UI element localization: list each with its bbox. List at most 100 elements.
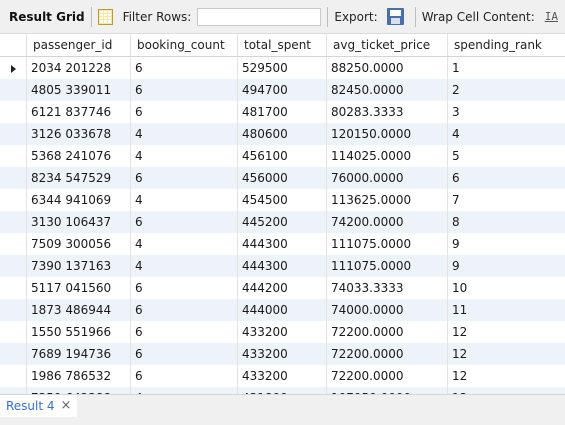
table-row[interactable]: 7359 6423884431800107950.000013	[0, 387, 565, 394]
cell-total-spent[interactable]: 444300	[238, 233, 327, 255]
cell-booking-count[interactable]: 6	[131, 79, 238, 101]
column-header-passenger-id[interactable]: passenger_id	[27, 34, 131, 56]
result-grid-button[interactable]: Result Grid	[9, 9, 85, 24]
filter-rows-input[interactable]	[197, 7, 322, 26]
table-row[interactable]: 8234 547529 6 456000 76000.0000 6	[0, 167, 565, 189]
result-grid[interactable]: passenger_id booking_count total_spent a…	[0, 34, 565, 394]
cell-booking-count[interactable]: 4	[131, 145, 238, 167]
cell-booking-count[interactable]: 6	[131, 101, 238, 123]
cell-passenger-id[interactable]: 7509 300056	[27, 233, 131, 255]
cell-booking-count[interactable]: 4	[131, 255, 238, 277]
cell-passenger-id[interactable]: 3130 106437	[27, 211, 131, 233]
cell-booking-count[interactable]: 4	[131, 189, 238, 211]
tab-result-4[interactable]: Result 4 ×	[0, 395, 78, 417]
table-row[interactable]: 6121 837746 6 481700 80283.3333 3	[0, 101, 565, 123]
table-row[interactable]: 7390 137163 4 444300 111075.0000 9	[0, 255, 565, 277]
cell-avg-ticket-price[interactable]: 107950.0000	[327, 387, 448, 394]
cell-spending-rank[interactable]: 5	[452, 149, 460, 163]
cell-booking-count[interactable]: 4	[131, 233, 238, 255]
cell-spending-rank[interactable]: 12	[452, 325, 468, 339]
row-marker[interactable]	[0, 299, 27, 321]
export-save-icon[interactable]	[386, 8, 404, 25]
cell-avg-ticket-price[interactable]: 74000.0000	[327, 299, 448, 321]
cell-spending-rank[interactable]: 9	[452, 237, 460, 251]
cell-avg-ticket-price[interactable]: 80283.3333	[327, 101, 448, 123]
cell-total-spent[interactable]: 433200	[238, 365, 327, 387]
table-row[interactable]: 2034 201228 6 529500 88250.0000 1	[0, 57, 565, 79]
cell-spending-rank[interactable]: 4	[452, 127, 460, 141]
cell-avg-ticket-price[interactable]: 113625.0000	[327, 189, 448, 211]
cell-avg-ticket-price[interactable]: 82450.0000	[327, 79, 448, 101]
cell-avg-ticket-price[interactable]: 74200.0000	[327, 211, 448, 233]
cell-avg-ticket-price[interactable]: 74033.3333	[327, 277, 448, 299]
cell-passenger-id[interactable]: 7359 642388	[27, 387, 131, 394]
cell-avg-ticket-price[interactable]: 114025.0000	[327, 145, 448, 167]
cell-total-spent[interactable]: 494700	[238, 79, 327, 101]
cell-booking-count[interactable]: 6	[131, 167, 238, 189]
column-header-avg-ticket-price[interactable]: avg_ticket_price	[327, 34, 448, 56]
cell-avg-ticket-price[interactable]: 72200.0000	[327, 321, 448, 343]
cell-total-spent[interactable]: 454500	[238, 189, 327, 211]
row-marker[interactable]	[0, 365, 27, 387]
table-row[interactable]: 5368 241076 4 456100 114025.0000 5	[0, 145, 565, 167]
table-row[interactable]: 4805 339011 6 494700 82450.0000 2	[0, 79, 565, 101]
cell-booking-count[interactable]: 6	[131, 277, 238, 299]
column-header-spending-rank[interactable]: spending_rank	[454, 38, 542, 52]
cell-booking-count[interactable]: 6	[131, 57, 238, 79]
cell-avg-ticket-price[interactable]: 72200.0000	[327, 365, 448, 387]
close-icon[interactable]: ×	[60, 398, 72, 413]
cell-total-spent[interactable]: 444200	[238, 277, 327, 299]
cell-total-spent[interactable]: 445200	[238, 211, 327, 233]
row-marker[interactable]	[0, 167, 27, 189]
row-marker[interactable]	[0, 57, 27, 79]
cell-spending-rank[interactable]: 10	[452, 281, 468, 295]
cell-passenger-id[interactable]: 7689 194736	[27, 343, 131, 365]
table-row[interactable]: 7689 194736 6 433200 72200.0000 12	[0, 343, 565, 365]
cell-total-spent[interactable]: 481700	[238, 101, 327, 123]
cell-booking-count[interactable]: 4	[131, 387, 238, 394]
row-marker[interactable]	[0, 387, 27, 394]
column-header-total-spent[interactable]: total_spent	[238, 34, 327, 56]
table-row[interactable]: 1873 486944 6 444000 74000.0000 11	[0, 299, 565, 321]
table-row[interactable]: 1986 786532 6 433200 72200.0000 12	[0, 365, 565, 387]
cell-spending-rank[interactable]: 2	[452, 83, 460, 97]
row-marker[interactable]	[0, 211, 27, 233]
cell-spending-rank[interactable]: 6	[452, 171, 460, 185]
row-marker[interactable]	[0, 189, 27, 211]
row-marker[interactable]	[0, 101, 27, 123]
cell-passenger-id[interactable]: 1873 486944	[27, 299, 131, 321]
cell-spending-rank[interactable]: 11	[452, 303, 468, 317]
cell-spending-rank[interactable]: 8	[452, 215, 460, 229]
table-row[interactable]: 1550 551966 6 433200 72200.0000 12	[0, 321, 565, 343]
wrap-cell-content-icon[interactable]: IA	[544, 10, 558, 23]
cell-passenger-id[interactable]: 8234 547529	[27, 167, 131, 189]
cell-spending-rank[interactable]: 7	[452, 193, 460, 207]
table-row[interactable]: 3126 033678 4 480600 120150.0000 4	[0, 123, 565, 145]
cell-passenger-id[interactable]: 4805 339011	[27, 79, 131, 101]
row-marker[interactable]	[0, 255, 27, 277]
row-marker[interactable]	[0, 145, 27, 167]
cell-passenger-id[interactable]: 7390 137163	[27, 255, 131, 277]
cell-avg-ticket-price[interactable]: 111075.0000	[327, 233, 448, 255]
cell-booking-count[interactable]: 6	[131, 365, 238, 387]
cell-total-spent[interactable]: 433200	[238, 343, 327, 365]
row-marker[interactable]	[0, 277, 27, 299]
table-row[interactable]: 5117 041560 6 444200 74033.3333 10	[0, 277, 565, 299]
row-marker[interactable]	[0, 79, 27, 101]
cell-spending-rank[interactable]: 1	[452, 61, 460, 75]
cell-total-spent[interactable]: 431800	[238, 387, 327, 394]
cell-total-spent[interactable]: 480600	[238, 123, 327, 145]
table-row[interactable]: 3130 106437 6 445200 74200.0000 8	[0, 211, 565, 233]
cell-spending-rank[interactable]: 13	[448, 387, 565, 394]
cell-booking-count[interactable]: 4	[131, 123, 238, 145]
row-marker[interactable]	[0, 123, 27, 145]
cell-passenger-id[interactable]: 5368 241076	[27, 145, 131, 167]
column-header-booking-count[interactable]: booking_count	[131, 34, 238, 56]
table-row[interactable]: 6344 941069 4 454500 113625.0000 7	[0, 189, 565, 211]
cell-booking-count[interactable]: 6	[131, 211, 238, 233]
cell-total-spent[interactable]: 456000	[238, 167, 327, 189]
cell-passenger-id[interactable]: 5117 041560	[27, 277, 131, 299]
cell-spending-rank[interactable]: 12	[452, 369, 468, 383]
cell-total-spent[interactable]: 444000	[238, 299, 327, 321]
cell-passenger-id[interactable]: 6121 837746	[27, 101, 131, 123]
